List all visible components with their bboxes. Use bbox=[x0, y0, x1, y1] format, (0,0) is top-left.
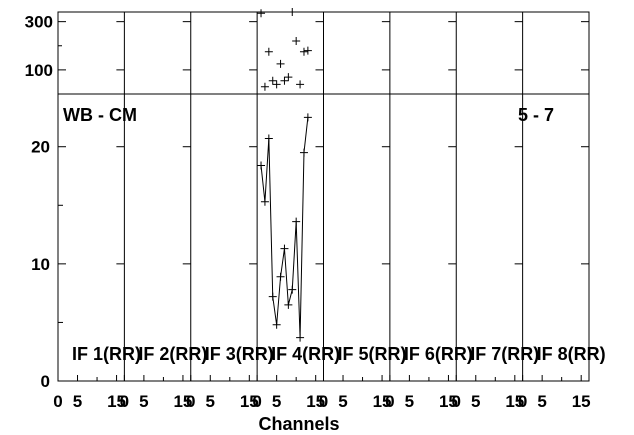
data-point-bottom bbox=[288, 285, 297, 294]
panel-label-right: 5 - 7 bbox=[518, 105, 554, 125]
x-tick-label: 15 bbox=[107, 392, 126, 411]
x-tick-label: 0 bbox=[53, 392, 62, 411]
x-tick-label: 15 bbox=[373, 392, 392, 411]
x-tick-label: 5 bbox=[471, 392, 480, 411]
y-tick-label-bottom: 20 bbox=[31, 138, 50, 157]
data-point-top bbox=[257, 9, 266, 18]
panel-label: IF 4(RR) bbox=[271, 344, 340, 364]
data-point-bottom bbox=[299, 148, 308, 157]
data-point-bottom bbox=[268, 292, 277, 301]
x-tick-label: 5 bbox=[73, 392, 82, 411]
data-point-bottom bbox=[276, 272, 285, 281]
x-tick-label: 15 bbox=[439, 392, 458, 411]
x-tick-label: 15 bbox=[173, 392, 192, 411]
panel-label-left: WB - CM bbox=[63, 105, 137, 125]
x-tick-label: 0 bbox=[319, 392, 328, 411]
data-point-bottom bbox=[260, 197, 269, 206]
panel-label: IF 2(RR) bbox=[138, 344, 207, 364]
x-axis-title: Channels bbox=[258, 414, 339, 434]
x-tick-label: 0 bbox=[252, 392, 261, 411]
panel-label: IF 5(RR) bbox=[338, 344, 407, 364]
data-point-top bbox=[280, 76, 289, 85]
x-tick-label: 15 bbox=[572, 392, 591, 411]
x-tick-label: 0 bbox=[385, 392, 394, 411]
panel-label: IF 6(RR) bbox=[404, 344, 473, 364]
x-tick-label: 15 bbox=[505, 392, 524, 411]
panel-label: IF 7(RR) bbox=[470, 344, 539, 364]
data-point-top bbox=[296, 80, 305, 89]
x-tick-label: 15 bbox=[306, 392, 325, 411]
panel-label: IF 1(RR) bbox=[72, 344, 141, 364]
data-point-top bbox=[303, 46, 312, 55]
x-tick-label: 5 bbox=[338, 392, 347, 411]
y-tick-label-bottom: 10 bbox=[31, 255, 50, 274]
x-tick-label: 5 bbox=[206, 392, 215, 411]
x-tick-label: 0 bbox=[186, 392, 195, 411]
data-point-top bbox=[264, 47, 273, 56]
x-tick-label: 5 bbox=[272, 392, 281, 411]
data-point-top bbox=[288, 8, 297, 16]
data-point-bottom bbox=[292, 217, 301, 226]
data-point-bottom bbox=[257, 161, 266, 170]
data-point-top bbox=[268, 76, 277, 85]
x-tick-label: 0 bbox=[518, 392, 527, 411]
panel-label: IF 3(RR) bbox=[205, 344, 274, 364]
data-point-bottom bbox=[303, 113, 312, 122]
y-tick-label-top: 300 bbox=[25, 13, 53, 32]
panel-label: IF 8(RR) bbox=[537, 344, 606, 364]
x-tick-label: 5 bbox=[405, 392, 414, 411]
data-point-top bbox=[276, 59, 285, 68]
data-point-top bbox=[272, 80, 281, 89]
y-tick-label-bottom: 0 bbox=[41, 372, 50, 391]
data-point-bottom bbox=[264, 134, 273, 143]
y-tick-label-top: 100 bbox=[25, 61, 53, 80]
data-point-top bbox=[299, 47, 308, 56]
x-tick-label: 5 bbox=[139, 392, 148, 411]
data-point-top bbox=[284, 73, 293, 82]
data-point-top bbox=[260, 82, 269, 91]
data-point-bottom bbox=[284, 300, 293, 309]
x-tick-label: 5 bbox=[537, 392, 546, 411]
x-tick-label: 15 bbox=[240, 392, 259, 411]
data-point-bottom bbox=[296, 333, 305, 342]
data-point-bottom bbox=[280, 244, 289, 253]
data-point-bottom bbox=[272, 320, 281, 329]
x-tick-label: 0 bbox=[452, 392, 461, 411]
data-point-top bbox=[292, 36, 301, 45]
x-tick-label: 0 bbox=[120, 392, 129, 411]
